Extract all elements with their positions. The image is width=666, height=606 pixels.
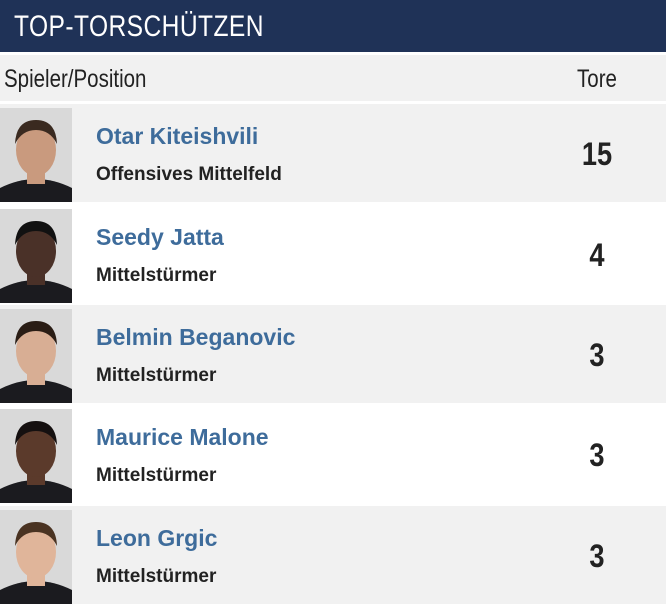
player-position: Mittelstürmer — [96, 465, 217, 486]
player-photo — [0, 209, 72, 303]
player-name[interactable]: Otar Kiteishvili — [96, 123, 259, 149]
goals: 15 — [581, 136, 613, 172]
player-photo — [0, 309, 72, 403]
table-row: Maurice Malone Mittelstürmer 3 — [0, 405, 666, 503]
goals: 4 — [589, 237, 605, 273]
column-header: Spieler/Position — [4, 65, 147, 93]
column-header: Tore — [577, 65, 617, 93]
title: TOP-TORSCHÜTZEN — [14, 10, 264, 43]
table-header: Spieler/Position Tore — [0, 55, 666, 101]
player-name[interactable]: Leon Grgic — [96, 525, 218, 551]
player-name[interactable]: Seedy Jatta — [96, 224, 224, 250]
player-photo — [0, 510, 72, 604]
player-photo — [0, 108, 72, 202]
player-name[interactable]: Maurice Malone — [96, 424, 269, 450]
title-bar: TOP-TORSCHÜTZEN — [0, 0, 666, 52]
table-row: Belmin Beganovic Mittelstürmer 3 — [0, 305, 666, 403]
player-position: Offensives Mittelfeld — [96, 164, 282, 185]
table-row: Otar Kiteishvili Offensives Mittelfeld 15 — [0, 104, 666, 202]
goals: 3 — [589, 437, 605, 473]
goals: 3 — [589, 337, 605, 373]
table-row: Seedy Jatta Mittelstürmer 4 — [0, 205, 666, 303]
player-position: Mittelstürmer — [96, 365, 217, 386]
goals: 3 — [589, 538, 605, 574]
player-photo — [0, 409, 72, 503]
player-position: Mittelstürmer — [96, 566, 217, 587]
player-name[interactable]: Belmin Beganovic — [96, 324, 296, 350]
player-position: Mittelstürmer — [96, 265, 217, 286]
table-row: Leon Grgic Mittelstürmer 3 — [0, 506, 666, 604]
